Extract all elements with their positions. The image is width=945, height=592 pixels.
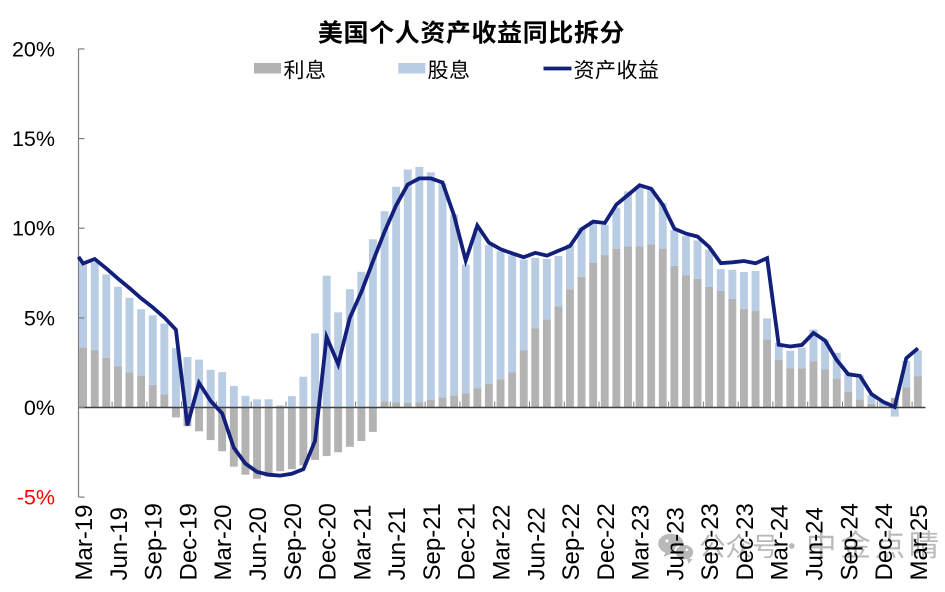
- svg-text:Dec-21: Dec-21: [454, 503, 481, 580]
- svg-text:Jun-22: Jun-22: [523, 507, 550, 580]
- svg-text:15%: 15%: [12, 127, 55, 151]
- svg-text:Mar-22: Mar-22: [489, 504, 516, 580]
- svg-text:20%: 20%: [12, 37, 55, 61]
- svg-text:Dec-19: Dec-19: [175, 503, 202, 580]
- svg-text:Sep-21: Sep-21: [419, 503, 446, 580]
- svg-text:Jun-20: Jun-20: [245, 507, 272, 580]
- svg-text:Sep-24: Sep-24: [836, 503, 863, 580]
- svg-text:-5%: -5%: [17, 486, 55, 510]
- svg-text:Mar-19: Mar-19: [71, 504, 98, 580]
- svg-text:10%: 10%: [12, 217, 55, 241]
- svg-text:Dec-20: Dec-20: [315, 503, 342, 580]
- svg-text:Dec-24: Dec-24: [871, 503, 898, 580]
- svg-text:Mar-23: Mar-23: [628, 504, 655, 580]
- svg-text:5%: 5%: [24, 306, 55, 330]
- svg-text:0%: 0%: [24, 396, 55, 420]
- svg-text:Sep-20: Sep-20: [280, 503, 307, 580]
- svg-text:Mar-25: Mar-25: [906, 504, 933, 580]
- svg-text:Jun-19: Jun-19: [106, 507, 133, 580]
- svg-text:Mar-21: Mar-21: [349, 504, 376, 580]
- svg-text:Mar-24: Mar-24: [767, 504, 794, 580]
- svg-text:Jun-23: Jun-23: [662, 507, 689, 580]
- svg-text:Dec-22: Dec-22: [593, 503, 620, 580]
- svg-text:Jun-21: Jun-21: [384, 507, 411, 580]
- svg-text:Jun-24: Jun-24: [802, 507, 829, 580]
- svg-text:Mar-20: Mar-20: [210, 504, 237, 580]
- svg-text:Sep-23: Sep-23: [697, 503, 724, 580]
- svg-text:Sep-22: Sep-22: [558, 503, 585, 580]
- svg-text:Dec-23: Dec-23: [732, 503, 759, 580]
- svg-text:Sep-19: Sep-19: [141, 503, 168, 580]
